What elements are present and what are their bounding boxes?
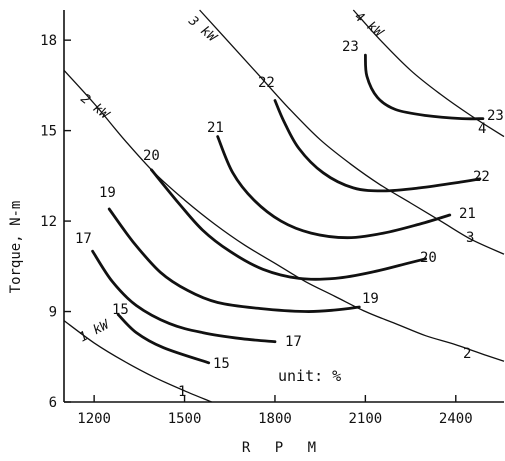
contour-19-end-label: 19	[362, 291, 379, 307]
x-tick-label: 2100	[349, 411, 383, 427]
contour-23-end-label: 23	[487, 108, 504, 124]
contour-20-end-label: 20	[420, 250, 437, 266]
x-axis-title: R P M	[242, 440, 324, 456]
contour-15-start-label: 15	[112, 302, 129, 318]
power-3-end-label: 3	[466, 230, 474, 246]
contour-17-start-label: 17	[75, 231, 92, 247]
efficiency-contour-19	[107, 207, 361, 313]
y-axis-title: Torque, N-m	[8, 201, 24, 294]
efficiency-contour-22	[273, 99, 482, 193]
y-tick-label: 18	[40, 33, 57, 49]
contour-19-start-label: 19	[99, 185, 116, 201]
efficiency-contour-17	[91, 249, 277, 344]
x-tick-label: 1800	[258, 411, 292, 427]
unit-annotation: unit: %	[278, 367, 341, 385]
x-tick-label: 2400	[439, 411, 473, 427]
power-1-end-label: 1	[178, 384, 186, 400]
power-curve-3kw	[199, 9, 505, 255]
y-tick-label: 15	[40, 124, 57, 140]
x-tick-label: 1200	[77, 411, 111, 427]
power-4kw-label: 4 kW	[352, 9, 387, 41]
contour-23-start-label: 23	[342, 39, 359, 55]
y-ticks: 6 9 12 15 18	[40, 33, 71, 411]
contour-21-end-label: 21	[459, 206, 476, 222]
contour-22-start-label: 22	[258, 75, 275, 91]
contour-22-end-label: 22	[473, 169, 490, 185]
contour-21-start-label: 21	[207, 120, 224, 136]
efficiency-contour-23	[364, 53, 485, 121]
y-tick-label: 9	[49, 305, 57, 321]
x-tick-label: 1500	[168, 411, 202, 427]
power-1kw-label: 1 kW	[77, 317, 113, 345]
contour-17-end-label: 17	[285, 334, 302, 350]
axes-layer	[63, 10, 504, 403]
y-tick-label: 6	[49, 395, 57, 411]
efficiency-contours-layer	[91, 53, 485, 365]
power-curve-2kw	[63, 69, 505, 362]
power-curve-4kw	[352, 9, 505, 138]
y-tick-label: 12	[40, 214, 57, 230]
power-curves-layer	[63, 9, 505, 403]
efficiency-contour-15	[116, 313, 211, 365]
power-curve-1kw	[63, 320, 212, 403]
contour-20-start-label: 20	[143, 148, 160, 164]
power-3kw-label: 3 kW	[185, 13, 220, 46]
efficiency-contour-20	[150, 168, 427, 281]
x-ticks: 1200 1500 1800 2100 2400	[77, 395, 473, 427]
power-2-end-label: 2	[463, 346, 471, 362]
efficiency-contour-21	[216, 135, 452, 240]
contour-15-end-label: 15	[213, 356, 230, 372]
power-4-end-label: 4	[478, 121, 486, 137]
